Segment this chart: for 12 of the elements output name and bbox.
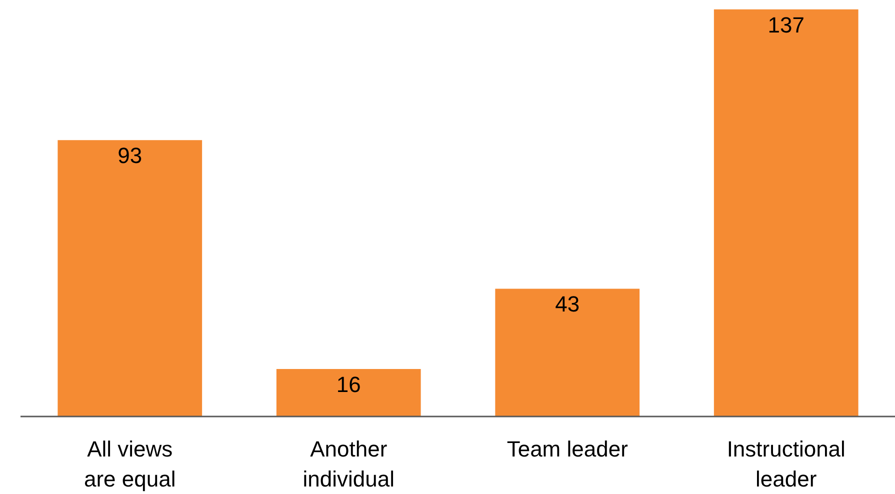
bar [714,9,858,416]
data-label: 16 [336,372,361,397]
bar [58,140,202,416]
data-label: 93 [118,143,142,168]
bar [495,288,640,416]
x-tick-label: Instructional leader [726,436,846,492]
data-label: 137 [768,12,804,38]
x-tick-label: Team leader [506,436,628,462]
x-tick-label: All views are equal [84,436,176,492]
x-tick-label: Another individual [302,436,394,492]
data-label: 43 [555,292,580,317]
bar [276,368,421,416]
